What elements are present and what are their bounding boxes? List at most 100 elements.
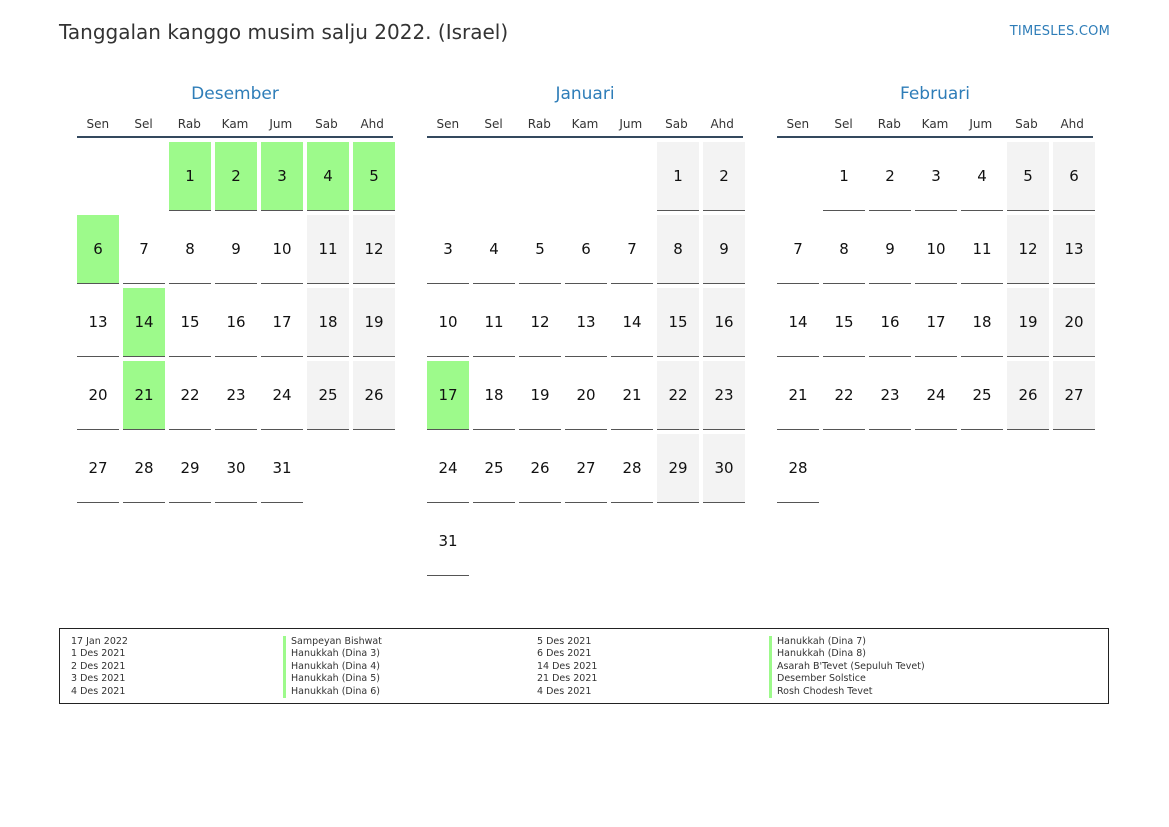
day-cell[interactable]: 19 <box>519 361 561 430</box>
day-cell[interactable]: 10 <box>915 215 957 284</box>
day-cell[interactable]: 28 <box>123 434 165 503</box>
day-cell[interactable]: 2 <box>869 142 911 211</box>
day-cell[interactable]: 21 <box>123 361 165 430</box>
day-cell[interactable]: 15 <box>823 288 865 357</box>
day-cell[interactable]: 10 <box>261 215 303 284</box>
holiday-date: 17 Jan 2022 <box>71 636 128 647</box>
day-cell[interactable]: 22 <box>657 361 699 430</box>
day-cell[interactable]: 23 <box>703 361 745 430</box>
day-cell[interactable]: 16 <box>869 288 911 357</box>
day-cell[interactable]: 4 <box>307 142 349 211</box>
day-cell[interactable]: 27 <box>1053 361 1095 430</box>
site-link[interactable]: TIMESLES.COM <box>1009 24 1110 39</box>
day-cell[interactable]: 26 <box>519 434 561 503</box>
day-cell[interactable]: 20 <box>1053 288 1095 357</box>
day-cell[interactable]: 4 <box>473 215 515 284</box>
day-cell[interactable]: 18 <box>473 361 515 430</box>
day-cell[interactable]: 23 <box>869 361 911 430</box>
day-cell[interactable]: 26 <box>353 361 395 430</box>
day-cell[interactable]: 8 <box>169 215 211 284</box>
day-cell[interactable]: 25 <box>307 361 349 430</box>
day-cell[interactable]: 14 <box>123 288 165 357</box>
day-cell[interactable]: 13 <box>77 288 119 357</box>
day-cell[interactable]: 18 <box>307 288 349 357</box>
day-cell[interactable]: 6 <box>77 215 119 284</box>
day-cell[interactable]: 29 <box>657 434 699 503</box>
day-cell[interactable]: 5 <box>353 142 395 211</box>
day-cell[interactable]: 22 <box>169 361 211 430</box>
day-cell[interactable]: 20 <box>77 361 119 430</box>
day-cell[interactable]: 1 <box>823 142 865 211</box>
day-cell[interactable]: 27 <box>77 434 119 503</box>
day-cell[interactable]: 9 <box>703 215 745 284</box>
day-cell[interactable]: 24 <box>427 434 469 503</box>
day-cell[interactable]: 13 <box>565 288 607 357</box>
day-cell[interactable]: 10 <box>427 288 469 357</box>
day-cell[interactable]: 8 <box>657 215 699 284</box>
day-cell[interactable]: 3 <box>261 142 303 211</box>
day-cell[interactable]: 4 <box>961 142 1003 211</box>
day-cell[interactable]: 28 <box>777 434 819 503</box>
day-cell[interactable]: 14 <box>611 288 653 357</box>
day-cell[interactable]: 17 <box>915 288 957 357</box>
day-cell[interactable]: 17 <box>427 361 469 430</box>
day-cell[interactable]: 3 <box>915 142 957 211</box>
day-cell[interactable]: 22 <box>823 361 865 430</box>
day-cell[interactable]: 6 <box>1053 142 1095 211</box>
day-cell[interactable]: 23 <box>215 361 257 430</box>
day-cell[interactable]: 3 <box>427 215 469 284</box>
weekday-label: Sab <box>315 117 338 131</box>
holiday-date: 4 Des 2021 <box>71 685 126 697</box>
day-cell[interactable]: 18 <box>961 288 1003 357</box>
day-cell[interactable]: 24 <box>261 361 303 430</box>
day-cell[interactable]: 28 <box>611 434 653 503</box>
day-cell[interactable]: 25 <box>473 434 515 503</box>
day-cell[interactable]: 21 <box>611 361 653 430</box>
day-cell[interactable]: 9 <box>215 215 257 284</box>
day-cell[interactable]: 17 <box>261 288 303 357</box>
day-cell[interactable]: 15 <box>657 288 699 357</box>
day-cell[interactable]: 24 <box>915 361 957 430</box>
day-cell[interactable]: 25 <box>961 361 1003 430</box>
day-cell[interactable]: 13 <box>1053 215 1095 284</box>
day-cell[interactable]: 26 <box>1007 361 1049 430</box>
day-cell[interactable]: 14 <box>777 288 819 357</box>
day-cell[interactable]: 30 <box>215 434 257 503</box>
day-cell[interactable]: 5 <box>519 215 561 284</box>
day-cell[interactable]: 12 <box>353 215 395 284</box>
day-cell[interactable]: 16 <box>215 288 257 357</box>
day-cell[interactable]: 31 <box>427 507 469 576</box>
day-cell[interactable]: 2 <box>215 142 257 211</box>
day-cell[interactable]: 1 <box>657 142 699 211</box>
day-cell[interactable]: 27 <box>565 434 607 503</box>
day-cell[interactable]: 12 <box>1007 215 1049 284</box>
day-cell[interactable]: 6 <box>565 215 607 284</box>
day-cell[interactable]: 7 <box>123 215 165 284</box>
day-cell[interactable]: 11 <box>961 215 1003 284</box>
holiday-dates-col-2: 5 Des 2021 6 Des 2021 14 Des 2021 21 Des… <box>537 636 597 698</box>
day-cell[interactable]: 12 <box>519 288 561 357</box>
weekday-label: Rab <box>177 117 201 131</box>
day-cell[interactable]: 29 <box>169 434 211 503</box>
day-cell[interactable]: 19 <box>1007 288 1049 357</box>
day-cell[interactable]: 7 <box>611 215 653 284</box>
day-cell[interactable]: 9 <box>869 215 911 284</box>
day-cell[interactable]: 5 <box>1007 142 1049 211</box>
day-cell[interactable]: 2 <box>703 142 745 211</box>
day-cell[interactable]: 15 <box>169 288 211 357</box>
empty-cell <box>519 142 561 211</box>
day-cell[interactable]: 7 <box>777 215 819 284</box>
day-cell[interactable]: 11 <box>473 288 515 357</box>
day-cell[interactable]: 11 <box>307 215 349 284</box>
day-cell[interactable]: 8 <box>823 215 865 284</box>
day-cell[interactable]: 30 <box>703 434 745 503</box>
day-cell[interactable]: 1 <box>169 142 211 211</box>
empty-cell <box>611 142 653 211</box>
day-grid: 1 2 3 4 5 6 7 8 9 10 11 12 13 14 15 16 17 18 19 20 21 22 23 24 2… <box>777 142 1095 503</box>
day-cell[interactable]: 19 <box>353 288 395 357</box>
weekday-header: Sen Sel Rab Kam Jum Sab Ahd <box>77 112 393 138</box>
day-cell[interactable]: 20 <box>565 361 607 430</box>
day-cell[interactable]: 31 <box>261 434 303 503</box>
day-cell[interactable]: 16 <box>703 288 745 357</box>
day-cell[interactable]: 21 <box>777 361 819 430</box>
